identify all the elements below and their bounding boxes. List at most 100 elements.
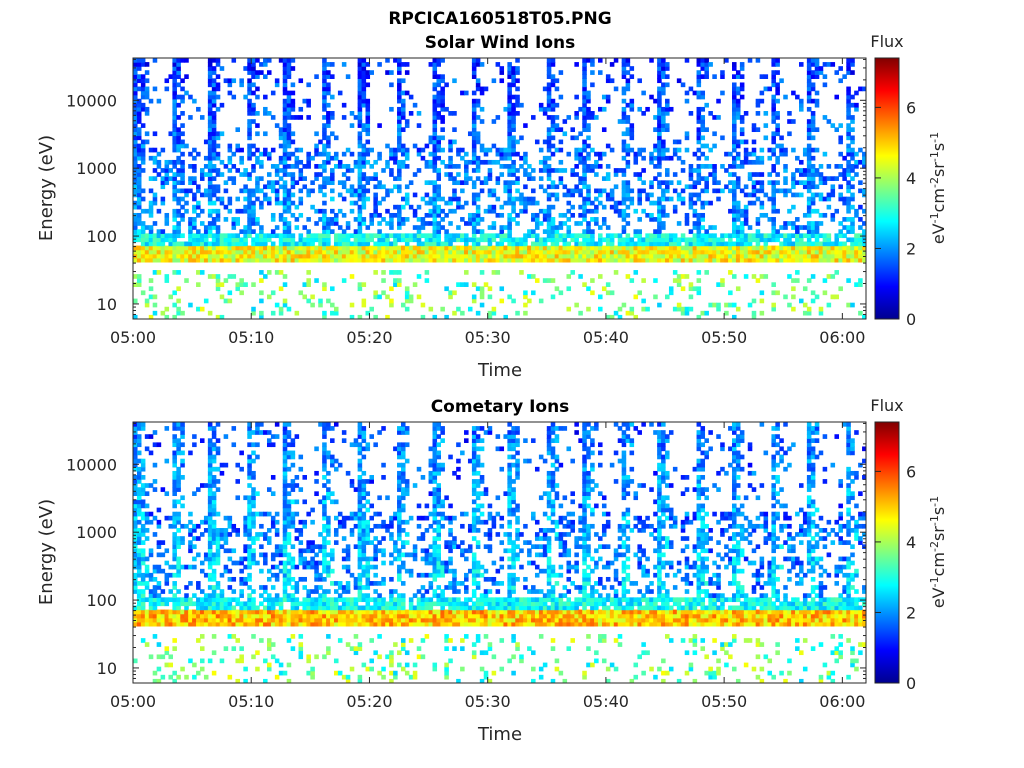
heatmap-cell xyxy=(404,245,410,251)
heatmap-cell xyxy=(207,601,213,607)
heatmap-cell xyxy=(152,192,158,198)
heatmap-cell xyxy=(306,102,311,108)
heatmap-cell xyxy=(665,196,670,202)
heatmap-cell xyxy=(601,257,607,263)
heatmap-cell xyxy=(814,74,820,79)
heatmap-cell xyxy=(404,90,410,96)
heatmap-cell xyxy=(814,184,820,190)
heatmap-cell xyxy=(306,155,311,161)
heatmap-cell xyxy=(361,249,367,255)
heatmap-cell xyxy=(298,176,304,181)
heatmap-cell xyxy=(148,278,154,283)
heatmap-cell xyxy=(625,82,631,88)
heatmap-cell xyxy=(251,168,256,173)
heatmap-cell xyxy=(858,147,863,153)
heatmap-cell xyxy=(263,274,268,279)
heatmap-cell xyxy=(369,306,374,312)
heatmap-cell xyxy=(795,278,800,283)
heatmap-cell xyxy=(625,159,631,165)
heatmap-cell xyxy=(227,78,233,84)
heatmap-cell xyxy=(180,188,185,194)
heatmap-cell xyxy=(692,241,698,247)
heatmap-cell xyxy=(377,221,382,226)
heatmap-cell xyxy=(164,86,170,92)
heatmap-cell xyxy=(475,257,481,263)
heatmap-cell xyxy=(487,237,493,243)
heatmap-cell xyxy=(176,82,181,88)
heatmap-cell xyxy=(527,253,532,259)
heatmap-cell xyxy=(207,609,213,615)
heatmap-cell xyxy=(625,58,631,63)
heatmap-cell xyxy=(172,257,177,263)
heatmap-cell xyxy=(219,605,225,611)
heatmap-cell xyxy=(846,253,851,259)
heatmap-cell xyxy=(806,245,812,251)
heatmap-cell xyxy=(661,237,666,243)
heatmap-cell xyxy=(330,196,335,202)
heatmap-cell xyxy=(176,159,181,165)
heatmap-cell xyxy=(629,147,635,153)
heatmap-cell xyxy=(550,62,556,67)
heatmap-cell xyxy=(282,127,288,133)
heatmap-cell xyxy=(322,286,327,292)
heatmap-cell xyxy=(846,66,851,71)
heatmap-cell xyxy=(133,98,138,104)
heatmap-cell xyxy=(310,155,315,161)
heatmap-cell xyxy=(728,302,733,308)
heatmap-cell xyxy=(223,564,229,570)
heatmap-cell xyxy=(136,180,142,186)
heatmap-cell xyxy=(152,430,158,435)
heatmap-cell xyxy=(345,147,351,153)
heatmap-cell xyxy=(199,115,205,120)
heatmap-cell xyxy=(566,208,572,214)
heatmap-cell xyxy=(152,568,158,574)
heatmap-cell xyxy=(665,98,670,104)
heatmap-cell xyxy=(164,217,170,222)
heatmap-cell xyxy=(172,192,177,198)
heatmap-cell xyxy=(724,233,729,239)
heatmap-cell xyxy=(211,597,217,603)
heatmap-cell xyxy=(621,147,627,153)
heatmap-cell xyxy=(373,208,378,214)
heatmap-cell xyxy=(751,139,757,145)
heatmap-cell xyxy=(858,188,863,194)
heatmap-cell xyxy=(653,253,658,259)
heatmap-cell xyxy=(672,237,678,243)
heatmap-cell xyxy=(799,168,804,173)
heatmap-cell xyxy=(491,119,497,124)
heatmap-cell xyxy=(219,257,225,263)
heatmap-cell xyxy=(629,245,635,251)
heatmap-cell xyxy=(436,253,441,259)
heatmap-cell xyxy=(172,564,177,570)
heatmap-cell xyxy=(507,62,512,67)
heatmap-cell xyxy=(152,294,158,300)
heatmap-cell xyxy=(759,298,765,304)
heatmap-cell xyxy=(649,151,654,157)
heatmap-cell xyxy=(180,139,185,145)
heatmap-cell xyxy=(377,257,382,263)
heatmap-cell xyxy=(566,225,572,230)
heatmap-cell xyxy=(152,442,158,448)
heatmap-cell xyxy=(657,115,662,120)
heatmap-cell xyxy=(550,221,556,226)
heatmap-cell xyxy=(523,241,528,247)
heatmap-cell xyxy=(314,143,319,149)
heatmap-cell xyxy=(471,196,477,202)
heatmap-cell xyxy=(322,184,327,190)
heatmap-cell xyxy=(322,58,327,63)
heatmap-cell xyxy=(661,192,666,198)
heatmap-cell xyxy=(771,151,776,157)
heatmap-cell xyxy=(432,200,438,206)
heatmap-cell xyxy=(199,306,205,312)
heatmap-cell xyxy=(286,306,292,312)
heatmap-cell xyxy=(133,426,138,431)
heatmap-cell xyxy=(724,184,729,190)
heatmap-cell xyxy=(507,172,512,177)
heatmap-cell xyxy=(578,151,583,157)
heatmap-cell xyxy=(168,523,174,529)
heatmap-cell xyxy=(550,245,556,251)
heatmap-cell xyxy=(846,229,851,234)
heatmap-cell xyxy=(546,66,552,71)
heatmap-cell xyxy=(251,249,256,255)
heatmap-cell xyxy=(546,58,552,63)
